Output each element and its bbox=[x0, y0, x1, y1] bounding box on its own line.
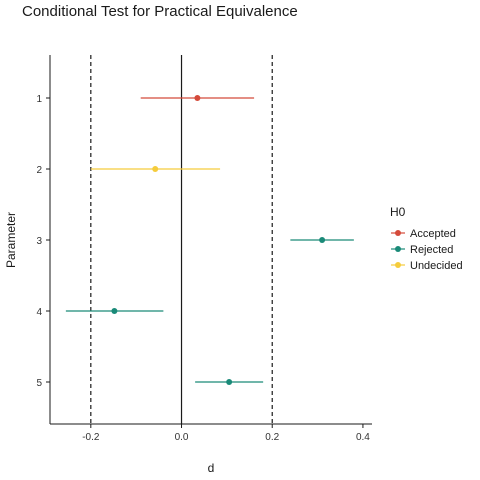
legend-title: H0 bbox=[390, 205, 406, 219]
legend-key-point bbox=[395, 230, 401, 236]
estimate-point-parameter-2 bbox=[152, 166, 159, 172]
legend-label: Rejected bbox=[410, 244, 453, 256]
y-tick-label: 2 bbox=[36, 165, 42, 176]
legend-key-point bbox=[395, 246, 401, 252]
legend: H0 Accepted Rejected Undecided bbox=[390, 205, 463, 272]
y-tick-label: 1 bbox=[36, 94, 42, 105]
estimate-point-parameter-3 bbox=[319, 237, 326, 243]
x-tick-label: 0.0 bbox=[175, 432, 189, 443]
y-tick-label: 5 bbox=[36, 378, 42, 389]
legend-label: Accepted bbox=[410, 228, 456, 240]
y-axis-label: Parameter bbox=[4, 212, 18, 268]
x-axis-label: d bbox=[208, 461, 215, 475]
estimate-point-parameter-4 bbox=[111, 308, 118, 314]
legend-key-point bbox=[395, 262, 401, 268]
y-tick-label: 4 bbox=[36, 307, 42, 318]
x-tick-label: -0.2 bbox=[82, 432, 100, 443]
chart-title: Conditional Test for Practical Equivalen… bbox=[22, 3, 298, 20]
estimate-point-parameter-5 bbox=[226, 379, 233, 385]
y-tick-label: 3 bbox=[36, 236, 42, 247]
x-tick-label: 0.4 bbox=[356, 432, 370, 443]
estimate-point-parameter-1 bbox=[194, 95, 201, 101]
legend-label: Undecided bbox=[410, 260, 463, 272]
x-tick-label: 0.2 bbox=[265, 432, 279, 443]
plot-area: -0.2 0.0 0.2 0.4 1 2 3 4 5 bbox=[36, 55, 372, 443]
